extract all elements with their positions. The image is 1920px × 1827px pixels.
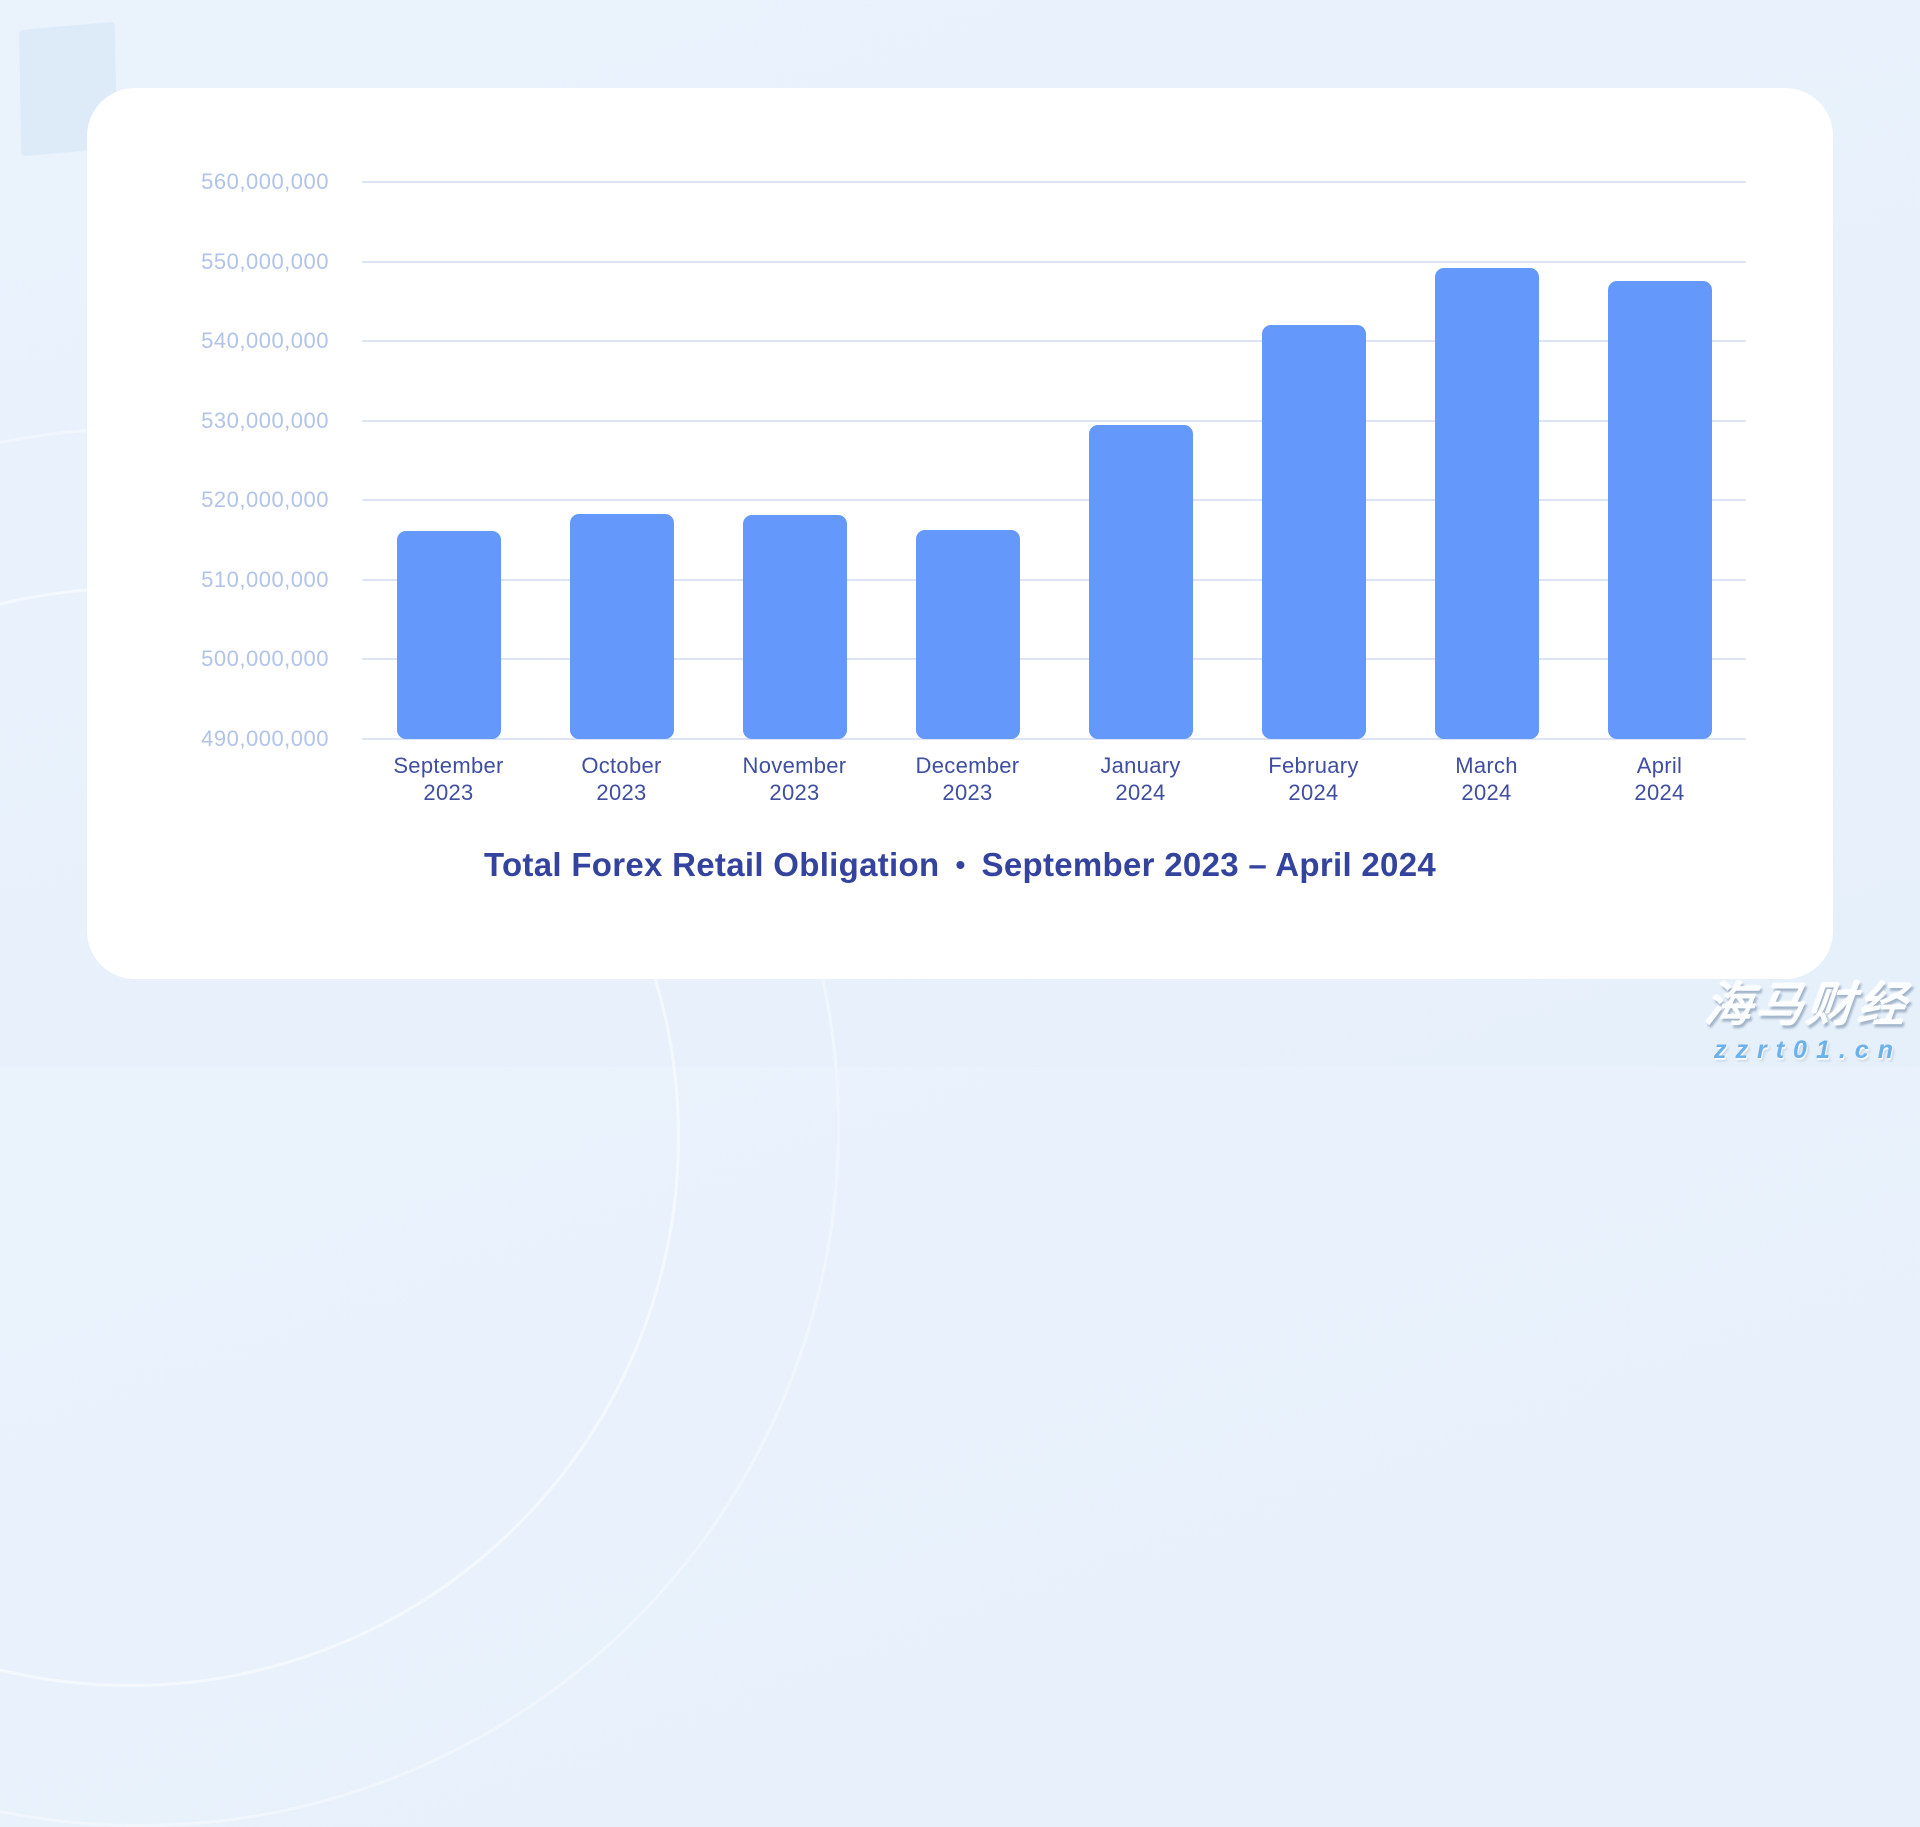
- x-axis-tick-label: December 2023: [878, 752, 1058, 806]
- gridline: [362, 658, 1746, 661]
- x-axis-tick-label: March 2024: [1397, 752, 1577, 806]
- bar-december-2023: [915, 529, 1020, 739]
- watermark: 海马财经 zzrt01.cn: [1703, 966, 1913, 1065]
- y-axis-tick-label: 500,000,000: [201, 646, 329, 672]
- x-axis-month-label: December: [915, 753, 1020, 778]
- gridline: [362, 340, 1746, 343]
- x-axis-year-label: 2023: [942, 780, 993, 805]
- y-axis-tick-label: 510,000,000: [201, 566, 329, 592]
- x-axis-month-label: January: [1100, 753, 1181, 778]
- watermark-url-text: zzrt01.cn: [1714, 1036, 1902, 1064]
- x-axis-year-label: 2024: [1634, 780, 1685, 805]
- chart-title: Total Forex Retail Obligation • September …: [87, 846, 1833, 884]
- x-axis-month-label: February: [1268, 753, 1359, 778]
- x-axis-year-label: 2023: [596, 780, 647, 805]
- chart-title-separator: •: [955, 849, 966, 880]
- x-axis-month-label: March: [1455, 753, 1518, 778]
- chart-title-period: September 2023 – April 2024: [981, 846, 1437, 883]
- bar-march-2024: [1434, 267, 1539, 739]
- bar-november-2023: [742, 515, 847, 739]
- y-axis-tick-label: 520,000,000: [201, 487, 329, 513]
- bar-september-2023: [396, 530, 501, 739]
- x-axis-year-label: 2023: [423, 780, 474, 805]
- x-axis-tick-label: October 2023: [532, 752, 712, 806]
- gridline: [362, 578, 1746, 581]
- x-axis-month-label: November: [742, 753, 847, 778]
- x-axis-tick-label: November 2023: [705, 752, 885, 806]
- x-axis-year-label: 2023: [769, 780, 820, 805]
- x-axis-year-label: 2024: [1115, 780, 1166, 805]
- y-axis-tick-label: 550,000,000: [201, 248, 329, 274]
- bar-january-2024: [1088, 425, 1193, 739]
- bar-february-2024: [1261, 325, 1366, 739]
- bar-april-2024: [1607, 281, 1712, 739]
- y-axis-tick-label: 530,000,000: [201, 407, 329, 433]
- x-axis-month-label: September: [393, 753, 504, 778]
- y-axis-tick-label: 560,000,000: [201, 169, 329, 194]
- y-axis-tick-label: 490,000,000: [201, 726, 329, 751]
- x-axis-tick-label: January 2024: [1051, 752, 1231, 806]
- gridline: [362, 419, 1746, 422]
- bar-october-2023: [569, 513, 674, 739]
- y-axis-tick-label: 540,000,000: [201, 328, 329, 354]
- chart-title-main: Total Forex Retail Obligation: [483, 846, 940, 883]
- x-axis-year-label: 2024: [1461, 780, 1512, 805]
- gridline: [362, 181, 1746, 183]
- gridline: [362, 738, 1746, 740]
- bar-chart: Total Forex Retail Obligation • September …: [87, 88, 1833, 979]
- chart-card: Total Forex Retail Obligation • September …: [87, 88, 1833, 979]
- gridline: [362, 499, 1746, 502]
- x-axis-tick-label: September 2023: [359, 752, 539, 806]
- x-axis-month-label: October: [581, 753, 662, 778]
- x-axis-year-label: 2024: [1288, 780, 1339, 805]
- x-axis-tick-label: February 2024: [1224, 752, 1404, 806]
- x-axis-month-label: April: [1636, 753, 1683, 778]
- x-axis-tick-label: April 2024: [1570, 752, 1750, 806]
- gridline: [362, 260, 1746, 263]
